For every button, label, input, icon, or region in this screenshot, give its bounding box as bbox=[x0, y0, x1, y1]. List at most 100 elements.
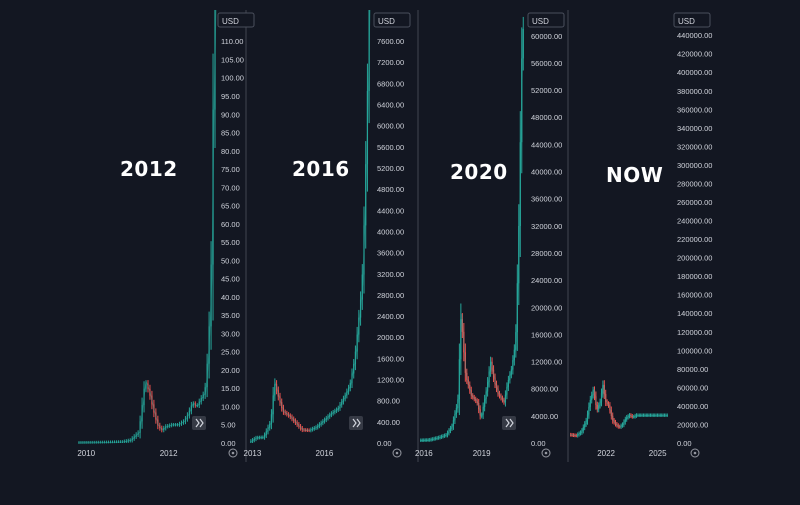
candle-body bbox=[88, 442, 90, 444]
candle-body bbox=[658, 415, 660, 417]
y-tick-label: 5200.00 bbox=[377, 164, 404, 173]
currency-label: USD bbox=[222, 17, 239, 26]
price-line-1 bbox=[249, 9, 371, 443]
candle-body bbox=[308, 430, 310, 432]
currency-badge bbox=[527, 12, 565, 28]
candle-body bbox=[204, 387, 206, 395]
candle-body bbox=[105, 442, 108, 444]
price-line-0 bbox=[77, 9, 217, 444]
y-tick-label: 70.00 bbox=[221, 183, 240, 192]
candle-body bbox=[174, 424, 177, 426]
candle-body bbox=[173, 424, 175, 426]
y-tick-label: 280000.00 bbox=[677, 179, 712, 188]
y-tick-label: 260000.00 bbox=[677, 198, 712, 207]
y-tick-label: 4400.00 bbox=[377, 206, 404, 215]
panel-title-2012: 2012 bbox=[120, 157, 178, 181]
panel-title-2016: 2016 bbox=[292, 157, 350, 181]
candle-body bbox=[522, 28, 524, 59]
y-tick-label: 32000.00 bbox=[531, 222, 562, 231]
candle-body bbox=[655, 415, 657, 417]
currency-badge bbox=[673, 12, 711, 28]
y-tick-label: 100000.00 bbox=[677, 346, 712, 355]
candle-body bbox=[121, 441, 123, 443]
y-tick-label: 20.00 bbox=[221, 366, 240, 375]
candle-body bbox=[98, 442, 100, 444]
y-tick-label: 16000.00 bbox=[531, 330, 562, 339]
price-line-3 bbox=[569, 384, 638, 437]
y-tick-label: 340000.00 bbox=[677, 124, 712, 133]
y-tick-label: 48000.00 bbox=[531, 113, 562, 122]
panel-title-2020: 2020 bbox=[450, 160, 508, 184]
candle-body bbox=[113, 442, 116, 444]
candle-body bbox=[640, 415, 642, 417]
candle-body bbox=[92, 442, 94, 444]
y-tick-label: 75.00 bbox=[221, 165, 240, 174]
candle-body bbox=[109, 442, 112, 444]
y-tick-label: 44000.00 bbox=[531, 140, 562, 149]
y-tick-label: 4000.00 bbox=[377, 227, 404, 236]
candle-body bbox=[78, 442, 80, 444]
y-tick-label: 800.00 bbox=[377, 397, 400, 406]
candle-body bbox=[641, 415, 643, 417]
y-tick-label: 12000.00 bbox=[531, 358, 562, 367]
candle-body bbox=[80, 442, 82, 444]
y-tick-label: 52000.00 bbox=[531, 86, 562, 95]
currency-badge bbox=[217, 12, 255, 28]
y-tick-label: 6000.00 bbox=[377, 122, 404, 131]
y-tick-label: 6400.00 bbox=[377, 101, 404, 110]
candle-body bbox=[96, 442, 98, 444]
candle-body bbox=[257, 437, 259, 439]
y-tick-label: 95.00 bbox=[221, 92, 240, 101]
currency-label: USD bbox=[378, 17, 395, 26]
candle-body bbox=[117, 442, 120, 444]
y-tick-label: 120000.00 bbox=[677, 328, 712, 337]
y-tick-label: 5600.00 bbox=[377, 143, 404, 152]
y-tick-label: 3600.00 bbox=[377, 249, 404, 258]
y-tick-label: 0.00 bbox=[377, 439, 392, 448]
candle-body bbox=[176, 424, 179, 426]
candle-body bbox=[90, 442, 92, 444]
candle-body bbox=[262, 437, 264, 439]
y-tick-label: 7600.00 bbox=[377, 37, 404, 46]
candle-body bbox=[94, 442, 96, 444]
candle-body bbox=[100, 442, 102, 444]
candle-body bbox=[107, 442, 110, 444]
candle-body bbox=[654, 415, 656, 417]
y-tick-label: 7200.00 bbox=[377, 58, 404, 67]
y-tick-label: 360000.00 bbox=[677, 105, 712, 114]
candle-body bbox=[305, 429, 307, 431]
y-tick-label: 300000.00 bbox=[677, 161, 712, 170]
y-tick-label: 30.00 bbox=[221, 329, 240, 338]
settings-circle-icon bbox=[541, 448, 551, 458]
candle-body bbox=[659, 415, 661, 417]
y-tick-label: 60.00 bbox=[221, 220, 240, 229]
candle-body bbox=[119, 441, 121, 443]
settings-circle-icon bbox=[690, 448, 700, 458]
x-tick-label: 2022 bbox=[597, 449, 615, 458]
candle-body bbox=[104, 442, 106, 444]
candle-body bbox=[86, 442, 88, 444]
candle-body bbox=[649, 415, 652, 417]
y-tick-label: 55.00 bbox=[221, 238, 240, 247]
price-line-2 bbox=[419, 28, 524, 441]
candle-body bbox=[481, 414, 483, 416]
y-tick-label: 3200.00 bbox=[377, 270, 404, 279]
y-tick-label: 28000.00 bbox=[531, 249, 562, 258]
candle-body bbox=[306, 430, 309, 432]
currency-label: USD bbox=[678, 17, 695, 26]
y-tick-label: 4000.00 bbox=[531, 412, 558, 421]
currency-label: USD bbox=[532, 17, 549, 26]
y-tick-label: 36000.00 bbox=[531, 195, 562, 204]
candle-body bbox=[192, 403, 194, 406]
x-tick-label: 2013 bbox=[244, 449, 262, 458]
candle-body bbox=[420, 440, 422, 442]
y-tick-label: 200000.00 bbox=[677, 254, 712, 263]
y-tick-label: 0.00 bbox=[531, 439, 546, 448]
candle-body bbox=[427, 439, 429, 441]
x-tick-label: 2010 bbox=[77, 449, 95, 458]
candle-body bbox=[82, 442, 84, 444]
currency-badge bbox=[373, 12, 411, 28]
y-tick-label: 100.00 bbox=[221, 74, 244, 83]
candle-body bbox=[84, 442, 86, 444]
